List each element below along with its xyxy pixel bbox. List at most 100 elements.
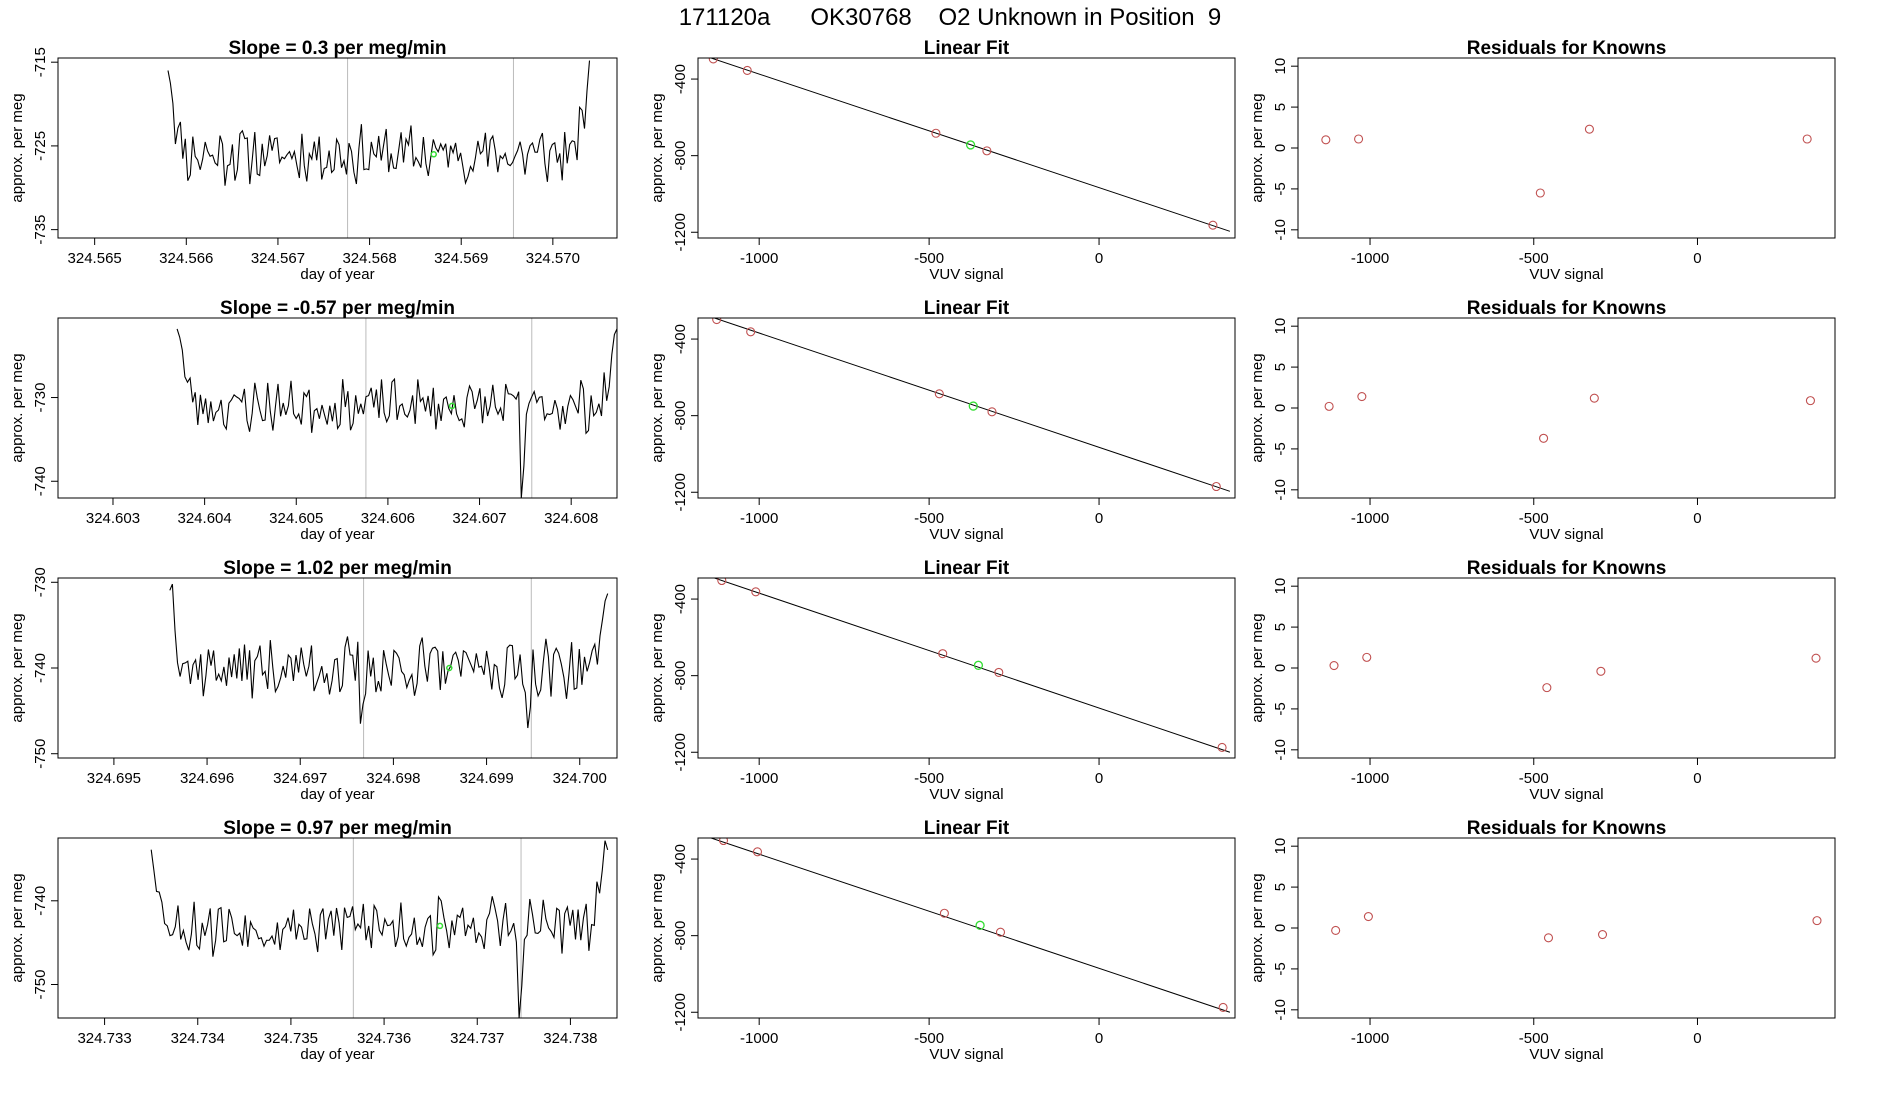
x-tick-label: -500 <box>914 510 944 527</box>
x-tick-label: 324.570 <box>526 250 580 267</box>
y-tick-label: -1200 <box>672 733 689 771</box>
data-point <box>712 318 722 325</box>
series-line <box>169 583 609 729</box>
y-tick-label: -10 <box>1272 219 1289 241</box>
data-point <box>1542 683 1552 693</box>
y-tick-label: -5 <box>1272 442 1289 455</box>
plot-frame <box>1297 577 1836 759</box>
y-axis-label: approx. per meg <box>649 353 666 462</box>
data-point <box>1321 135 1331 145</box>
y-tick-label: -740 <box>32 653 49 683</box>
figure-title: 171120a OK30768 O2 Unknown in Position 9 <box>678 4 1222 31</box>
y-tick-label: 10 <box>1272 58 1289 75</box>
highlight-point <box>968 401 978 411</box>
y-axis-label: approx. per meg <box>1249 353 1266 462</box>
y-tick-label: -10 <box>1272 479 1289 501</box>
data-point <box>752 847 763 857</box>
data-point <box>995 927 1006 937</box>
y-tick-label: 0 <box>1272 144 1289 152</box>
data-point <box>934 389 944 399</box>
chart-panel-11: Residuals for Knowns -1000 -500 0 VUV signal… <box>1249 818 1836 1063</box>
data-point <box>1218 1002 1228 1013</box>
x-tick-label: 324.608 <box>544 510 598 527</box>
plot-frame <box>1297 837 1836 1019</box>
highlight-point <box>965 140 976 150</box>
x-tick-label: 324.606 <box>361 510 415 527</box>
x-tick-label: 324.604 <box>178 510 232 527</box>
chart-panel-5: Residuals for Knowns -1000 -500 0 VUV signal… <box>1249 298 1836 543</box>
y-axis-label: approx. per meg <box>1249 613 1266 722</box>
y-tick-label: -1200 <box>672 213 689 251</box>
data-point <box>1597 929 1608 940</box>
x-tick-label: 324.607 <box>452 510 506 527</box>
y-tick-label: -725 <box>32 131 49 161</box>
series-line <box>150 840 609 1018</box>
x-tick-label: 0 <box>1095 1030 1103 1047</box>
data-point <box>1589 393 1599 403</box>
y-tick-label: -800 <box>672 661 689 691</box>
y-tick-label: -730 <box>32 383 49 413</box>
chart-plot-area <box>176 328 617 498</box>
y-tick-label: -5 <box>1272 962 1289 975</box>
plot-frame <box>697 57 1236 239</box>
data-point <box>1543 933 1554 943</box>
y-tick-label: -10 <box>1272 999 1289 1021</box>
data-point <box>1811 653 1821 663</box>
y-tick-label: 5 <box>1272 103 1289 111</box>
chart-plot-area <box>150 840 609 1018</box>
data-point <box>1357 391 1367 402</box>
x-axis-label: VUV signal <box>929 526 1003 543</box>
y-tick-label: -735 <box>32 215 49 245</box>
plot-frame <box>1297 57 1836 239</box>
y-tick-label: -5 <box>1272 702 1289 715</box>
data-point <box>717 578 727 586</box>
data-point <box>1539 433 1549 443</box>
x-tick-label: 324.566 <box>159 250 213 267</box>
x-tick-label: 0 <box>1693 250 1701 267</box>
chart-plot-area <box>709 838 1231 1013</box>
x-tick-label: 0 <box>1693 510 1701 527</box>
y-tick-label: -400 <box>672 844 689 874</box>
chart-title: Slope = 0.97 per meg/min <box>223 818 452 839</box>
highlight-point <box>430 151 437 158</box>
x-tick-label: 324.697 <box>273 770 327 787</box>
y-tick-label: -740 <box>32 886 49 916</box>
data-point <box>1324 401 1334 411</box>
data-point <box>987 407 997 417</box>
y-tick-label: -715 <box>32 47 49 77</box>
highlight-point <box>975 920 985 930</box>
x-tick-label: -500 <box>914 1030 944 1047</box>
data-point <box>1596 666 1606 676</box>
plot-frame <box>697 837 1236 1019</box>
y-tick-label: -1200 <box>672 993 689 1031</box>
y-axis-label: approx. per meg <box>649 873 666 982</box>
x-tick-label: 324.735 <box>264 1030 318 1047</box>
chart-title: Residuals for Knowns <box>1467 298 1667 319</box>
y-tick-label: -750 <box>32 969 49 999</box>
chart-plot-area <box>712 318 1231 492</box>
plot-frame <box>57 57 618 239</box>
y-axis-label: approx. per meg <box>649 93 666 202</box>
y-axis-label: approx. per meg <box>9 613 26 722</box>
x-axis-label: day of year <box>300 526 374 543</box>
x-tick-label: 0 <box>1095 770 1103 787</box>
fit-line <box>709 838 1231 1013</box>
data-point <box>1208 220 1218 230</box>
plot-frame <box>697 577 1236 759</box>
data-point <box>746 327 756 337</box>
y-tick-label: -10 <box>1272 739 1289 761</box>
y-tick-label: 10 <box>1272 318 1289 335</box>
y-tick-label: 5 <box>1272 883 1289 891</box>
y-tick-label: 0 <box>1272 924 1289 932</box>
data-point <box>982 146 992 156</box>
x-axis-label: VUV signal <box>1529 526 1603 543</box>
data-point <box>1535 188 1545 198</box>
x-tick-label: 324.696 <box>180 770 234 787</box>
x-tick-label: 324.568 <box>342 250 396 267</box>
y-tick-label: 10 <box>1272 838 1289 855</box>
data-point <box>1802 134 1812 144</box>
x-tick-label: 324.736 <box>357 1030 411 1047</box>
x-tick-label: 324.695 <box>87 770 141 787</box>
x-tick-label: 324.605 <box>269 510 323 527</box>
